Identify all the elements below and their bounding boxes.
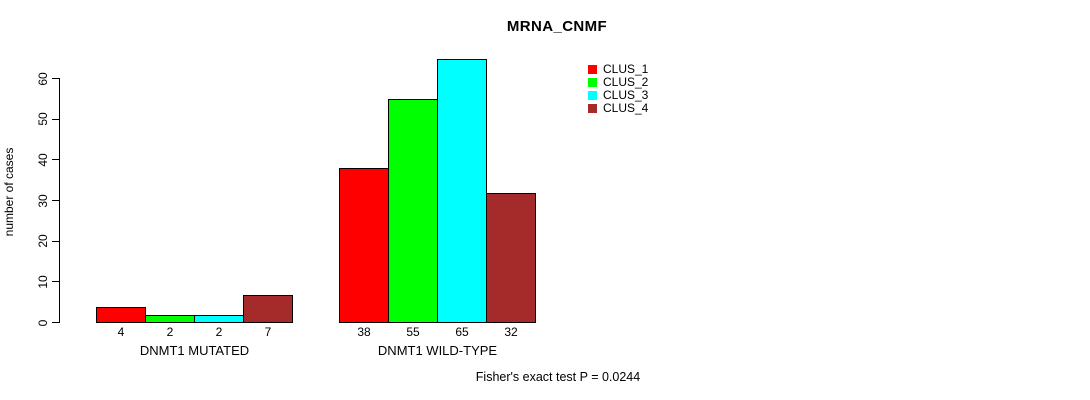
bar-clus_2-wild-type <box>388 99 438 323</box>
bar-clus_4-mutated <box>243 295 293 323</box>
legend-label: CLUS_1 <box>603 62 649 76</box>
bar-clus_1-wild-type <box>339 168 389 323</box>
y-tick-20 <box>52 240 60 242</box>
legend-swatch-icon <box>588 104 597 113</box>
y-tick-label-0: 0 <box>36 319 50 326</box>
bar-value-label: 38 <box>357 325 371 339</box>
legend-item-clus_3: CLUS_3 <box>588 89 648 102</box>
legend-swatch-icon <box>588 78 597 87</box>
bar-clus_4-wild-type <box>486 193 536 323</box>
legend-label: CLUS_2 <box>603 75 649 89</box>
bar-value-label: 2 <box>215 325 223 339</box>
y-tick-30 <box>52 200 60 201</box>
bar-value-label: 65 <box>455 325 469 339</box>
group-label-wild-type: DNMT1 WILD-TYPE <box>377 343 498 358</box>
chart-title: MRNA_CNMF <box>506 18 608 35</box>
y-tick-50 <box>52 118 60 120</box>
y-tick-label-10: 10 <box>36 275 50 289</box>
group-label-mutated: DNMT1 MUTATED <box>139 343 250 358</box>
bar-value-label: 2 <box>166 325 174 339</box>
bar-clus_2-mutated <box>145 315 195 323</box>
bar-clus_3-wild-type <box>437 59 487 323</box>
legend-label: CLUS_4 <box>603 101 649 115</box>
bar-value-label: 4 <box>117 325 125 339</box>
legend-label: CLUS_3 <box>603 88 649 102</box>
legend: CLUS_1 CLUS_2 CLUS_3 CLUS_4 <box>588 63 648 115</box>
bar-value-label: 32 <box>504 325 518 339</box>
y-tick-label-60: 60 <box>36 71 50 86</box>
bar-value-label: 55 <box>406 325 420 339</box>
fisher-test-note: Fisher's exact test P = 0.0244 <box>475 370 641 384</box>
bar-value-label: 7 <box>264 325 272 339</box>
legend-item-clus_2: CLUS_2 <box>588 76 648 89</box>
y-tick-0 <box>52 322 60 323</box>
y-tick-10 <box>52 281 60 283</box>
bar-clus_3-mutated <box>194 315 244 323</box>
y-tick-60 <box>52 78 60 79</box>
y-tick-40 <box>52 159 60 161</box>
legend-item-clus_1: CLUS_1 <box>588 63 648 76</box>
legend-swatch-icon <box>588 91 597 100</box>
y-tick-label-50: 50 <box>36 112 50 126</box>
y-tick-label-40: 40 <box>36 153 50 167</box>
y-tick-label-30: 30 <box>36 193 50 208</box>
bar-clus_1-mutated <box>96 307 146 323</box>
legend-swatch-icon <box>588 65 597 74</box>
y-axis-title: number of cases <box>2 147 16 237</box>
y-tick-label-20: 20 <box>36 234 50 248</box>
legend-item-clus_4: CLUS_4 <box>588 102 648 115</box>
